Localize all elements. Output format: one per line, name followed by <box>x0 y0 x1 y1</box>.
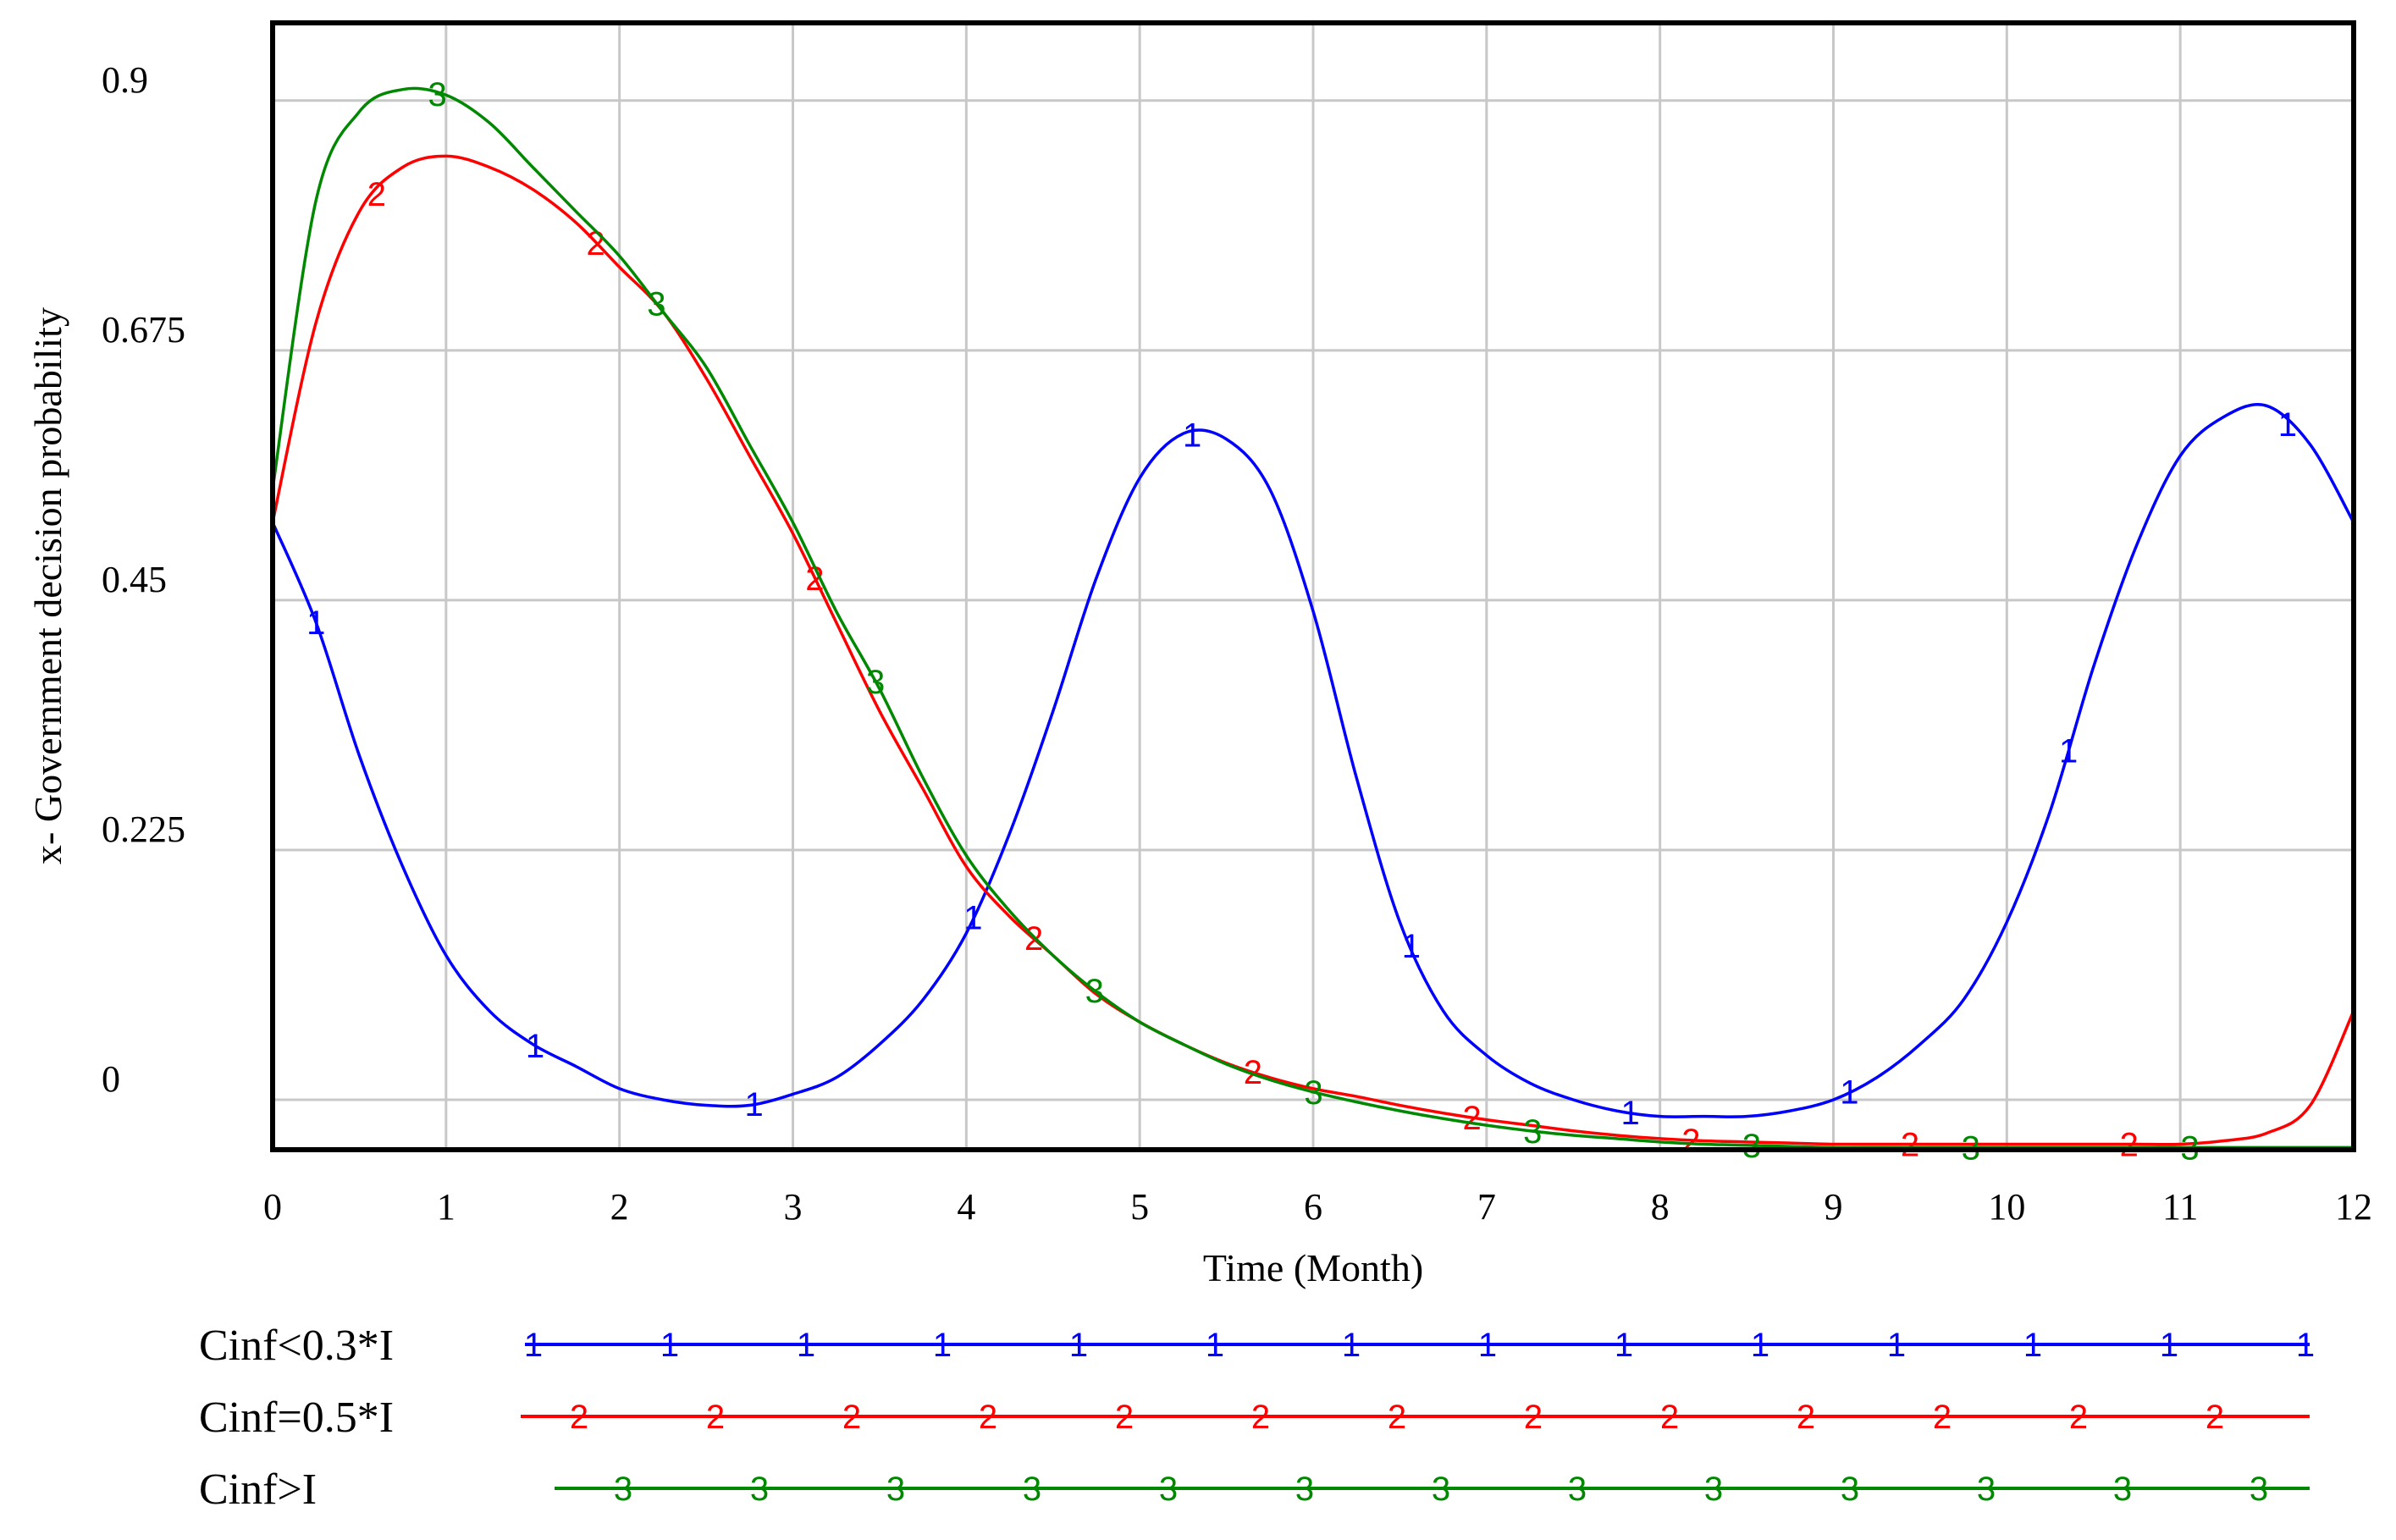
legend-marker: 1 <box>660 1327 679 1364</box>
x-tick-labels: 0 1 2 3 4 5 6 7 8 9 10 11 12 <box>263 1186 2372 1228</box>
legend-marker: 3 <box>1977 1471 1996 1508</box>
legend-marker: 1 <box>2023 1327 2042 1364</box>
legend-marker: 1 <box>2160 1327 2178 1364</box>
series-marker: 1 <box>1402 928 1421 965</box>
series-marker: 2 <box>1901 1126 1919 1163</box>
x-tick-label: 9 <box>1825 1186 1843 1228</box>
x-tick-label: 4 <box>957 1186 975 1228</box>
series-marker: 1 <box>745 1086 764 1123</box>
legend-marker: 3 <box>1704 1471 1723 1508</box>
series-marker: 1 <box>1183 417 1201 455</box>
legend-marker: 2 <box>1388 1399 1406 1436</box>
y-tick-labels: 0 0.225 0.45 0.675 0.9 <box>102 59 185 1100</box>
series-marker: 1 <box>2059 732 2078 770</box>
legend-marker: 1 <box>1887 1327 1906 1364</box>
legend-marker: 3 <box>614 1471 632 1508</box>
series-marker: 3 <box>1742 1128 1761 1165</box>
x-tick-label: 6 <box>1304 1186 1322 1228</box>
legend-marker: 3 <box>2113 1471 2132 1508</box>
legend-marker: 1 <box>1342 1327 1361 1364</box>
y-tick-label: 0.675 <box>102 309 185 351</box>
legend-marker: 2 <box>1251 1399 1270 1436</box>
y-tick-label: 0.225 <box>102 809 185 850</box>
legend-label: Cinf>I <box>199 1465 317 1514</box>
series-marker: 3 <box>1304 1074 1322 1112</box>
x-tick-label: 8 <box>1651 1186 1670 1228</box>
legend-marker: 2 <box>842 1399 861 1436</box>
series-marker: 2 <box>367 176 386 213</box>
y-tick-label: 0 <box>102 1058 120 1100</box>
y-tick-label: 0.9 <box>102 59 148 101</box>
x-tick-label: 3 <box>784 1186 803 1228</box>
legend-marker: 2 <box>979 1399 997 1436</box>
legend-marker: 2 <box>2069 1399 2088 1436</box>
x-axis-title: Time (Month) <box>1203 1246 1423 1289</box>
series-marker: 1 <box>1621 1095 1640 1132</box>
series-marker: 1 <box>306 604 325 642</box>
x-tick-label: 12 <box>2335 1186 2372 1228</box>
y-axis-title: x- Government decision probability <box>26 307 69 864</box>
legend-marker: 1 <box>1615 1327 1633 1364</box>
legend-marker: 2 <box>1797 1399 1815 1436</box>
legend-marker: 3 <box>1023 1471 1041 1508</box>
x-tick-label: 7 <box>1477 1186 1496 1228</box>
series-line <box>271 403 2355 1118</box>
x-tick-label: 0 <box>263 1186 282 1228</box>
series-marker: 3 <box>1085 973 1104 1010</box>
series-marker: 1 <box>1840 1074 1858 1111</box>
legend-marker: 2 <box>1933 1399 1952 1436</box>
legend-marker: 1 <box>1751 1327 1769 1364</box>
x-tick-label: 5 <box>1130 1186 1149 1228</box>
legend-marker: 1 <box>933 1327 952 1364</box>
series-marker: 3 <box>428 76 446 113</box>
series-marker: 3 <box>1523 1113 1542 1151</box>
legend-label: Cinf<0.3*I <box>199 1322 394 1370</box>
series-marker: 1 <box>2278 406 2297 444</box>
plot-frame <box>270 20 2356 1152</box>
legend-marker: 1 <box>797 1327 815 1364</box>
legend-marker: 2 <box>706 1399 725 1436</box>
legend-marker: 2 <box>1524 1399 1543 1436</box>
legend: Cinf<0.3*I 1 1 1 1 1 1 1 1 1 1 1 1 1 1 Cinf=0.5*I 2 2 2 2 2 2… <box>199 1322 2315 1514</box>
series-marker: 1 <box>526 1028 544 1065</box>
legend-marker: 1 <box>1478 1327 1497 1364</box>
legend-marker: 3 <box>886 1471 905 1508</box>
legend-marker: 3 <box>1159 1471 1178 1508</box>
legend-marker: 1 <box>1069 1327 1088 1364</box>
legend-marker: 1 <box>2296 1327 2315 1364</box>
legend-marker: 3 <box>2250 1471 2268 1508</box>
legend-marker: 3 <box>1568 1471 1587 1508</box>
x-tick-label: 1 <box>437 1186 455 1228</box>
legend-marker: 2 <box>1115 1399 1134 1436</box>
legend-marker: 3 <box>1432 1471 1450 1508</box>
legend-marker: 3 <box>1295 1471 1314 1508</box>
series-marker: 2 <box>1681 1123 1700 1160</box>
legend-marker: 3 <box>1841 1471 1859 1508</box>
series-marker: 2 <box>805 560 824 598</box>
series-marker: 2 <box>1024 920 1043 958</box>
legend-marker: 1 <box>524 1327 543 1364</box>
y-tick-label: 0.45 <box>102 559 167 600</box>
series-marker: 2 <box>1462 1100 1481 1137</box>
legend-marker: 2 <box>2206 1399 2224 1436</box>
x-tick-label: 11 <box>2162 1186 2198 1228</box>
legend-marker: 2 <box>570 1399 588 1436</box>
legend-marker: 1 <box>1206 1327 1224 1364</box>
series-marker: 1 <box>963 900 982 937</box>
legend-marker: 3 <box>750 1471 769 1508</box>
x-tick-label: 10 <box>1988 1186 2025 1228</box>
series-marker: 3 <box>866 664 885 701</box>
legend-label: Cinf=0.5*I <box>199 1394 394 1442</box>
x-tick-label: 2 <box>610 1186 629 1228</box>
series-marker: 3 <box>647 285 665 323</box>
series-marker: 2 <box>2120 1126 2139 1163</box>
legend-marker: 2 <box>1660 1399 1679 1436</box>
